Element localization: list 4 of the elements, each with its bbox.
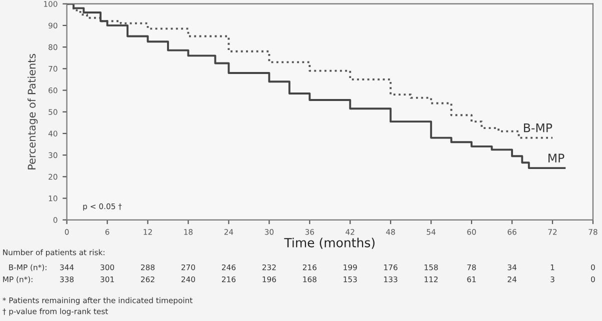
series-label: B-MP xyxy=(524,123,552,132)
series-label: MP xyxy=(548,154,564,162)
x-axis-title: Time (months) xyxy=(284,238,375,249)
y-axis-title: Percentage of Patients xyxy=(28,54,38,170)
